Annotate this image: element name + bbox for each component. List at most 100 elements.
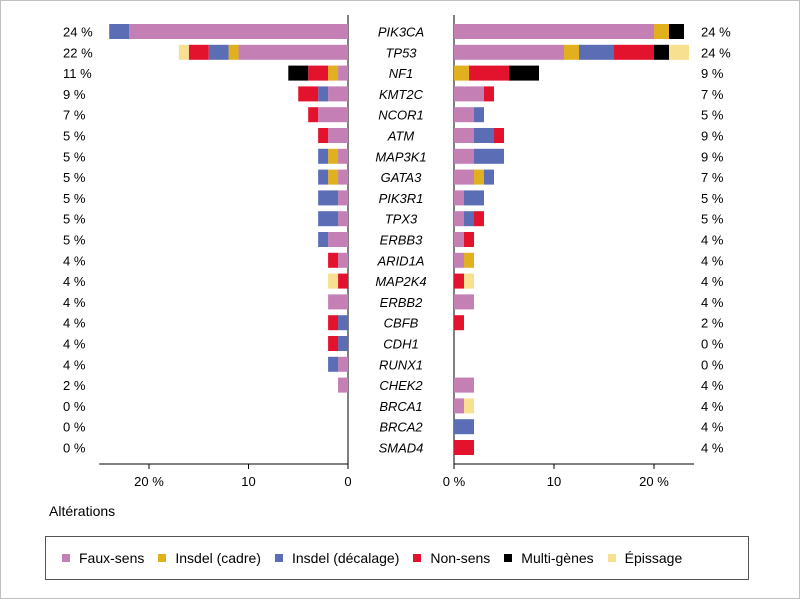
right-bar-insdel_decalage (474, 107, 484, 123)
left-bar-faux_sens (318, 107, 348, 123)
right-bar-faux_sens (454, 398, 464, 414)
right-total-label: 4 % (701, 253, 724, 268)
right-bar-multi_genes (654, 44, 669, 60)
legend-item-insdel-decalage: Insdel (décalage) (274, 550, 400, 566)
right-bar-multi_genes (509, 65, 539, 81)
right-bar-faux_sens (454, 294, 474, 310)
right-total-label: 4 % (701, 274, 724, 289)
left-bar-faux_sens (338, 356, 348, 372)
legend: Faux-sens Insdel (cadre) Insdel (décalage)… (45, 536, 749, 580)
right-bar-insdel_decalage (484, 169, 494, 185)
legend-label: Insdel (cadre) (175, 550, 261, 566)
right-bar-non_sens (454, 315, 464, 331)
right-bar-epissage (464, 273, 474, 289)
left-x-tick-label: 0 (344, 474, 351, 489)
right-bar-faux_sens (454, 211, 464, 227)
right-bar-faux_sens (454, 44, 564, 60)
left-bar-insdel_cadre (328, 148, 339, 164)
right-bar-insdel_cadre (564, 44, 579, 60)
left-total-label: 5 % (63, 129, 86, 144)
left-bar-multi_genes (288, 65, 309, 81)
left-bar-non_sens (308, 107, 319, 123)
right-bar-insdel_cadre (654, 24, 669, 39)
right-bar-faux_sens (454, 252, 464, 268)
right-total-label: 4 % (701, 441, 724, 456)
left-bar-epissage (178, 44, 189, 60)
left-bar-faux_sens (338, 169, 348, 185)
left-bar-insdel_cadre (328, 65, 339, 81)
left-bar-insdel_decalage (338, 336, 348, 351)
gene-label: BRCA2 (379, 420, 423, 435)
left-total-label: 24 % (63, 25, 93, 40)
legend-swatch (504, 554, 513, 562)
x-axis-title: Altérations (49, 503, 116, 519)
right-bar-faux_sens (454, 148, 474, 164)
legend-label: Épissage (624, 550, 683, 566)
left-bar-insdel_decalage (318, 211, 339, 227)
right-bar-insdel_cadre (474, 169, 484, 185)
legend-item-epissage: Épissage (607, 550, 683, 566)
gene-label: NF1 (389, 66, 414, 81)
right-total-label: 4 % (701, 233, 724, 248)
right-total-label: 5 % (701, 191, 724, 206)
left-total-label: 4 % (63, 253, 86, 268)
left-bar-faux_sens (338, 65, 348, 81)
right-bar-insdel_decalage (464, 211, 474, 227)
legend-swatch (62, 554, 70, 562)
left-bar-non_sens (338, 273, 348, 289)
left-x-tick-label: 10 (241, 474, 255, 489)
right-bar-insdel_decalage (474, 128, 494, 143)
gene-label: TP53 (385, 45, 417, 60)
left-total-label: 22 % (63, 45, 93, 60)
right-total-label: 0 % (701, 337, 724, 352)
left-bar-insdel_decalage (318, 232, 329, 247)
right-bar-non_sens (454, 273, 464, 289)
gene-label: MAP3K1 (375, 149, 426, 164)
legend-swatch (413, 554, 422, 562)
left-bar-non_sens (308, 65, 329, 81)
left-bar-faux_sens (338, 252, 348, 268)
right-x-tick-label: 0 % (443, 474, 466, 489)
left-bar-insdel_cadre (228, 44, 239, 60)
left-bar-non_sens (298, 86, 319, 102)
right-bar-insdel_decalage (464, 190, 484, 206)
legend-label: Non-sens (430, 550, 491, 566)
left-total-label: 4 % (63, 357, 86, 372)
right-bar-non_sens (474, 211, 484, 227)
left-bar-insdel_decalage (208, 44, 229, 60)
left-bar-insdel_cadre (328, 169, 339, 185)
right-bar-non_sens (494, 128, 504, 143)
right-bar-multi_genes (669, 24, 684, 39)
left-total-label: 5 % (63, 149, 86, 164)
gene-label: ATM (387, 129, 415, 144)
right-bar-epissage (464, 398, 474, 414)
left-bar-faux_sens (328, 232, 348, 247)
gene-label: SMAD4 (379, 441, 424, 456)
gene-label: PIK3CA (378, 25, 424, 40)
gene-label: BRCA1 (379, 399, 422, 414)
right-total-label: 5 % (701, 212, 724, 227)
right-total-label: 24 % (701, 45, 731, 60)
left-total-label: 5 % (63, 191, 86, 206)
right-bar-non_sens (484, 86, 494, 102)
left-bar-insdel_decalage (109, 24, 130, 39)
gene-label: ARID1A (377, 253, 425, 268)
left-total-label: 9 % (63, 87, 86, 102)
left-bar-non_sens (328, 336, 339, 351)
legend-swatch (607, 554, 616, 562)
left-bar-insdel_decalage (318, 190, 339, 206)
gene-label: MAP2K4 (375, 274, 426, 289)
right-bar-faux_sens (454, 128, 474, 143)
right-total-label: 4 % (701, 378, 724, 393)
left-total-label: 2 % (63, 378, 86, 393)
gene-label: CDH1 (383, 337, 418, 352)
right-total-label: 9 % (701, 149, 724, 164)
legend-label: Insdel (décalage) (291, 550, 400, 566)
gene-label: KMT2C (379, 87, 424, 102)
left-bar-faux_sens (338, 377, 348, 393)
left-bar-non_sens (328, 252, 339, 268)
left-total-label: 5 % (63, 212, 86, 227)
right-bar-insdel_decalage (474, 148, 504, 164)
left-bar-epissage (328, 273, 339, 289)
